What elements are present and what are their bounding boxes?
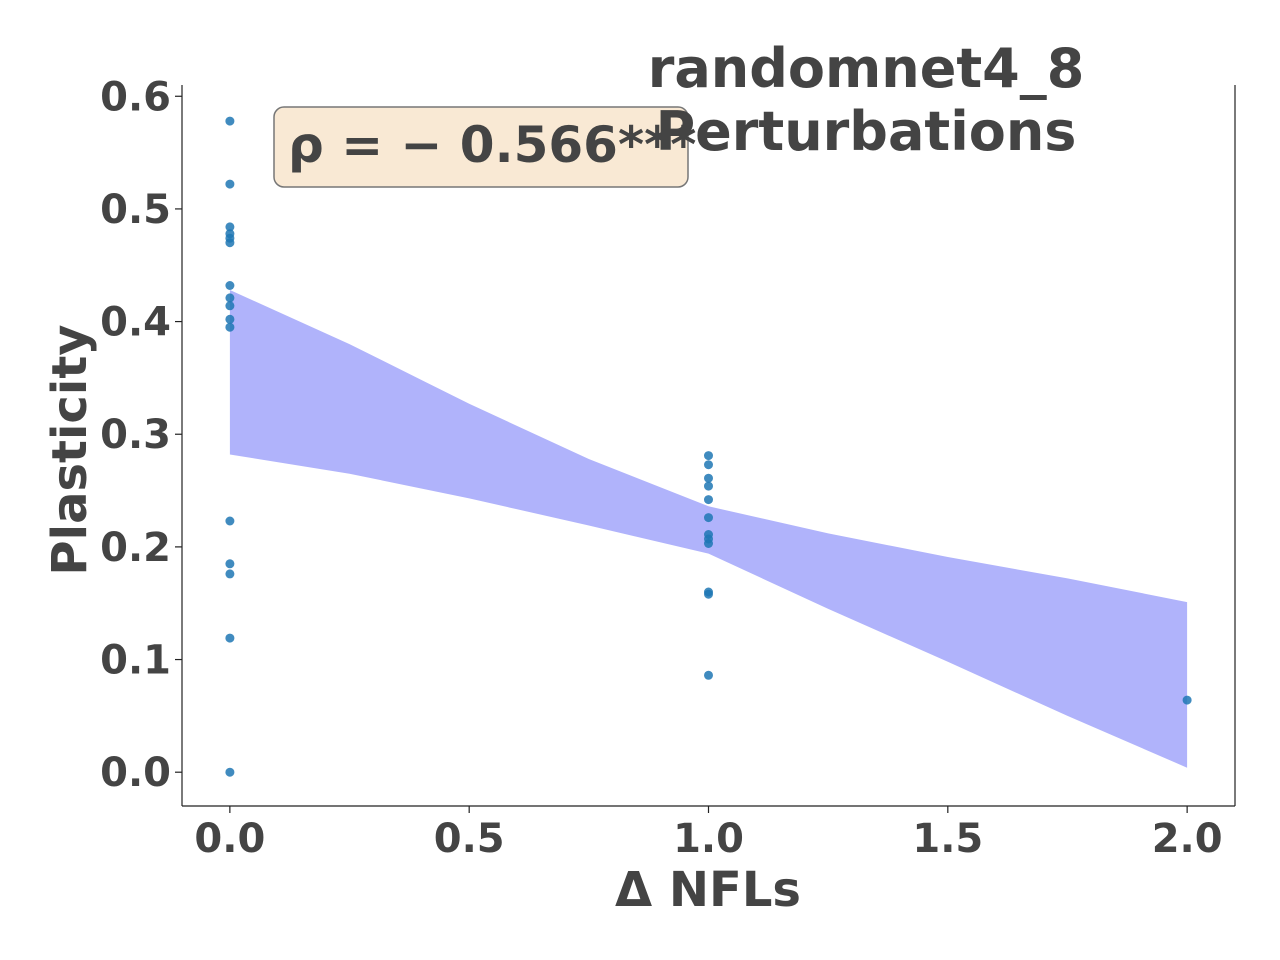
data-point-24 [704,539,713,548]
data-point-16 [704,451,713,461]
data-point-9 [225,314,235,324]
data-point-12 [225,559,235,569]
y-tick-label-0: 0.0 [100,750,171,796]
x-tick-label-4: 2.0 [1152,816,1223,862]
y-tick-label-4: 0.4 [100,300,171,346]
data-point-18 [704,473,713,483]
y-axis-label: Plasticity [42,324,98,575]
correlation-annotation: ρ = − 0.566*** [288,116,696,174]
x-tick-label-2: 1.0 [673,816,744,862]
data-points-layer [225,116,1192,777]
data-point-13 [225,569,235,579]
data-point-11 [225,516,235,526]
x-tick-label-3: 1.5 [912,816,983,862]
data-point-14 [225,633,235,643]
x-tick-label-1: 0.5 [434,816,505,862]
y-tick-label-3: 0.3 [100,412,171,458]
data-point-2 [225,222,235,232]
ticks-layer: 0.0 0.5 1.0 1.5 2.0 0.0 0.1 0.2 0.3 0.4 0.5 0.6 [100,74,1222,862]
confidence-band-layer [229,290,1188,768]
annotation-box: ρ = − 0.566*** [273,106,696,188]
chart-title-line-1: randomnet4_8 [648,37,1085,100]
data-point-26 [704,589,713,599]
y-tick-label-1: 0.1 [100,638,171,684]
data-point-7 [225,293,235,303]
data-point-1 [225,179,235,189]
data-point-20 [704,495,713,505]
y-tick-label-6: 0.6 [100,74,171,120]
x-axis-label: Δ NFLs [615,862,801,918]
data-point-0 [225,116,235,126]
data-point-5 [225,238,235,248]
data-point-10 [225,322,235,332]
data-point-28 [1182,695,1192,705]
x-tick-label-0: 0.0 [194,816,265,862]
data-point-21 [704,513,713,523]
data-point-8 [225,301,235,311]
data-point-27 [704,670,713,680]
data-point-17 [704,460,713,470]
chart-title-line-2: Perturbations [656,100,1077,163]
data-point-19 [704,481,713,491]
data-point-15 [225,767,235,777]
confidence-band [229,290,1188,768]
annotation-background [273,106,689,188]
y-tick-label-5: 0.5 [100,187,171,233]
data-point-6 [225,281,235,290]
y-tick-label-2: 0.2 [100,525,171,571]
